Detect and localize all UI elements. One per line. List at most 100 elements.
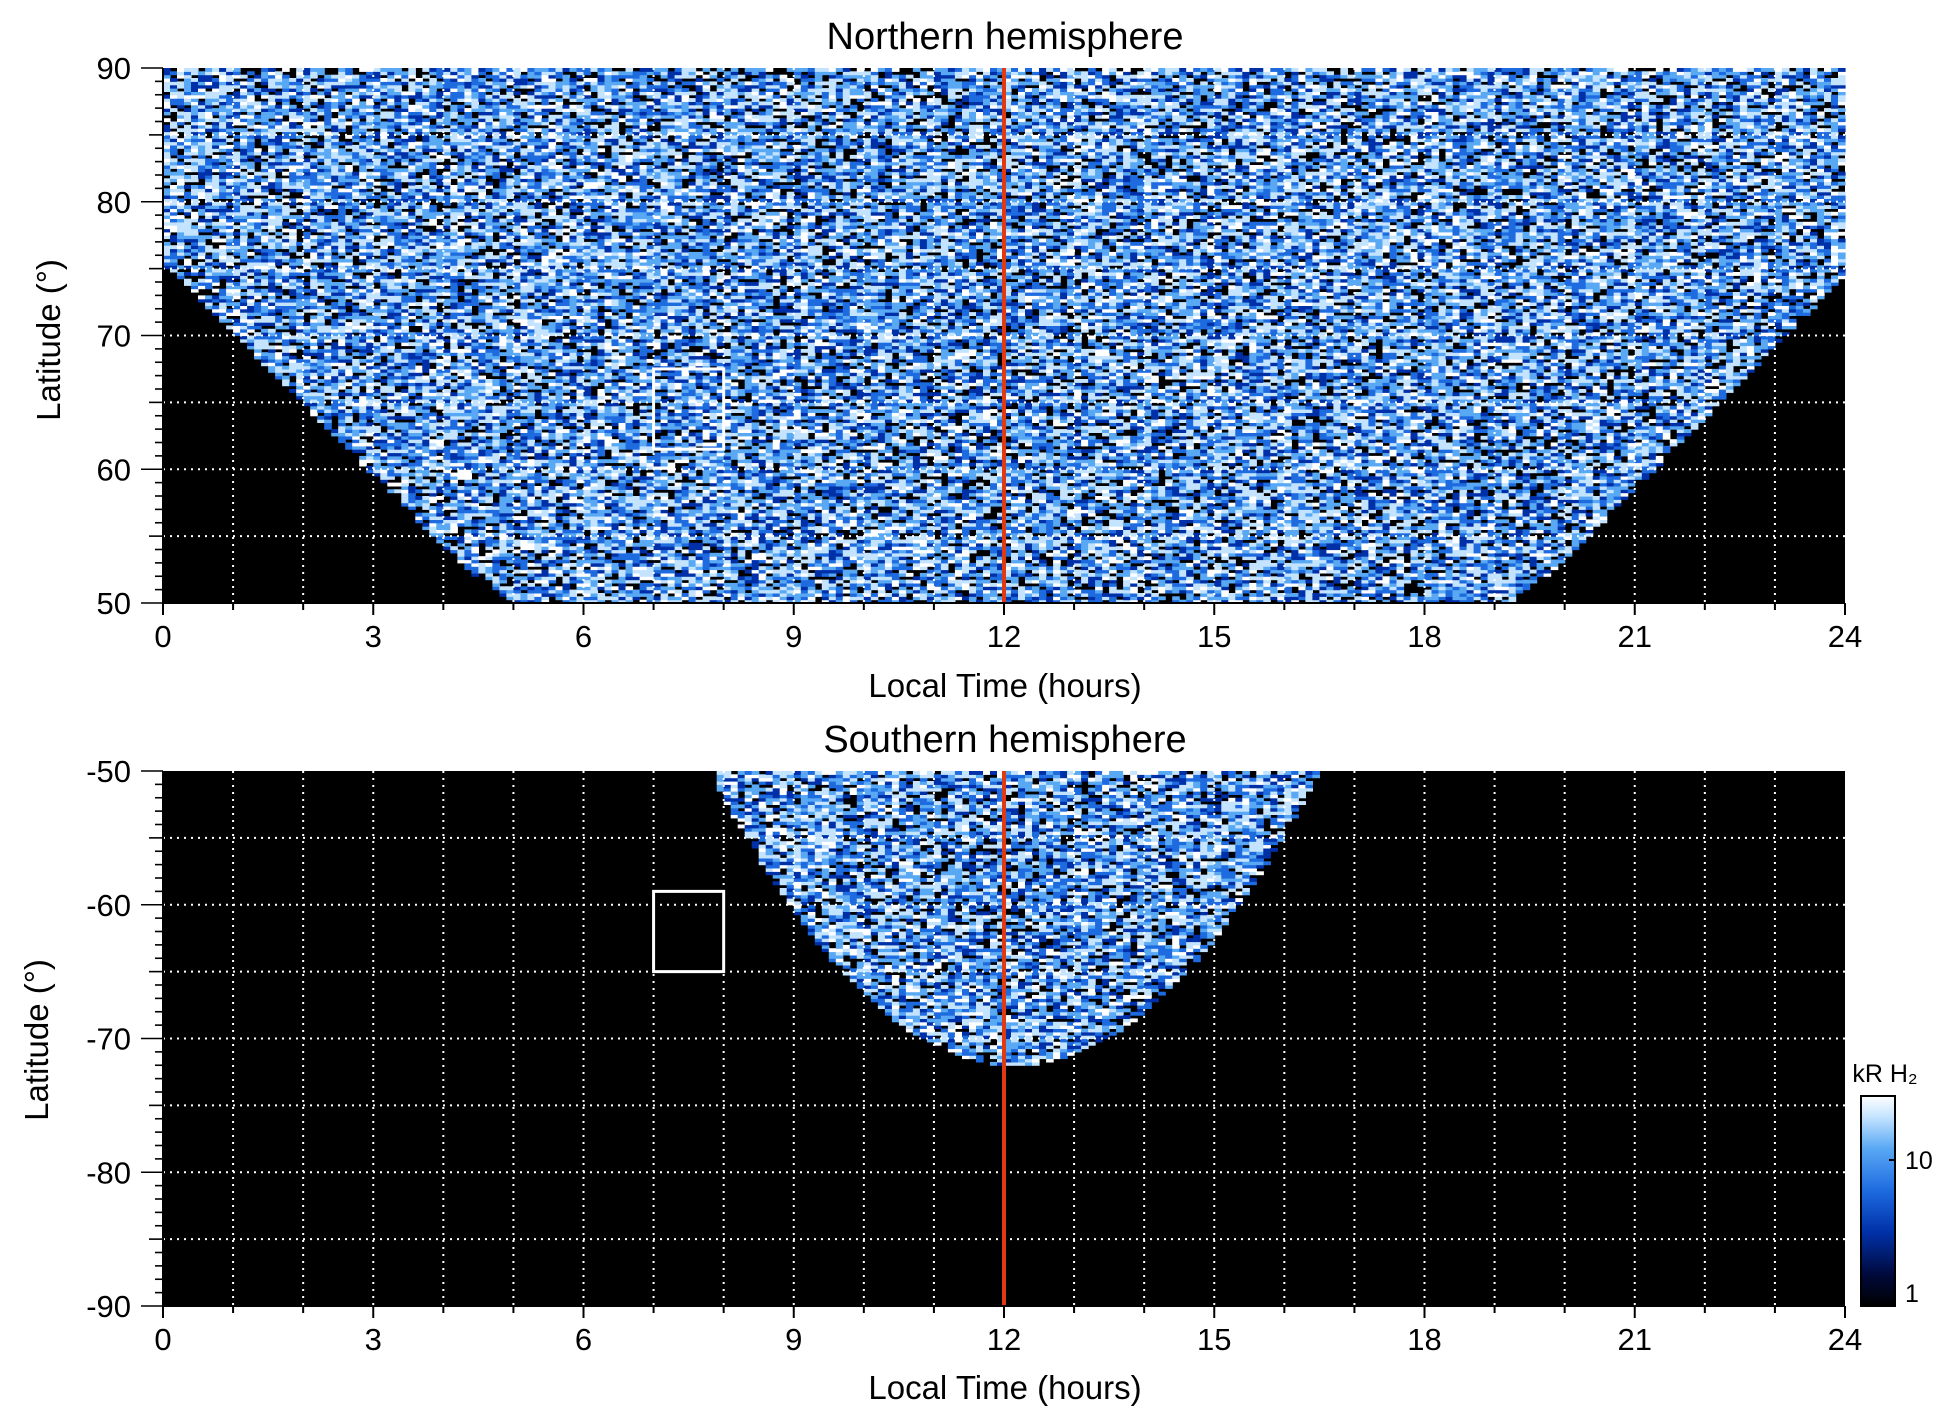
heatmap-cell — [191, 185, 199, 189]
heatmap-cell — [345, 112, 353, 116]
heatmap-cell — [261, 362, 269, 366]
heatmap-cell — [303, 188, 311, 192]
heatmap-cell — [345, 142, 353, 146]
heatmap-cell — [240, 302, 248, 306]
heatmap-cell — [478, 509, 486, 513]
heatmap-cell — [401, 379, 409, 383]
heatmap-cell — [443, 369, 451, 373]
heatmap-cell — [380, 289, 388, 293]
heatmap-cell — [212, 182, 220, 186]
heatmap-cell — [261, 356, 269, 360]
heatmap-cell — [338, 225, 346, 229]
heatmap-cell — [268, 302, 276, 306]
heatmap-cell — [499, 486, 507, 490]
heatmap-cell — [450, 242, 458, 246]
heatmap-cell — [373, 289, 381, 293]
heatmap-cell — [478, 463, 486, 467]
heatmap-cell — [499, 162, 507, 166]
heatmap-cell — [282, 349, 290, 353]
heatmap-cell — [464, 486, 472, 490]
heatmap-cell — [485, 439, 493, 443]
heatmap-cell — [345, 272, 353, 276]
heatmap-cell — [247, 252, 255, 256]
heatmap-cell — [492, 463, 500, 467]
heatmap-cell — [394, 456, 402, 460]
heatmap-cell — [506, 456, 514, 460]
heatmap-cell — [310, 235, 318, 239]
heatmap-cell — [387, 379, 395, 383]
heatmap-cell — [233, 75, 241, 79]
heatmap-cell — [408, 195, 416, 199]
heatmap-cell — [261, 275, 269, 279]
heatmap-cell — [443, 315, 451, 319]
heatmap-cell — [401, 433, 409, 437]
heatmap-cell — [352, 426, 360, 430]
heatmap-cell — [331, 349, 339, 353]
heatmap-cell — [471, 125, 479, 129]
heatmap-cell — [380, 105, 388, 109]
heatmap-cell — [352, 195, 360, 199]
heatmap-cell — [247, 118, 255, 122]
heatmap-cell — [373, 219, 381, 223]
heatmap-cell — [310, 182, 318, 186]
heatmap-cell — [289, 382, 297, 386]
heatmap-cell — [184, 205, 192, 209]
heatmap-cell — [464, 142, 472, 146]
heatmap-cell — [359, 172, 367, 176]
heatmap-cell — [268, 105, 276, 109]
heatmap-cell — [310, 75, 318, 79]
heatmap-cell — [198, 262, 206, 266]
heatmap-cell — [338, 379, 346, 383]
heatmap-cell — [471, 362, 479, 366]
heatmap-cell — [380, 362, 388, 366]
heatmap-cell — [485, 486, 493, 490]
heatmap-cell — [163, 235, 171, 239]
heatmap-cell — [338, 128, 346, 132]
heatmap-cell — [317, 362, 325, 366]
heatmap-cell — [373, 68, 381, 72]
heatmap-cell — [184, 68, 192, 72]
heatmap-cell — [492, 369, 500, 373]
heatmap-cell — [513, 486, 521, 490]
heatmap-cell — [478, 219, 486, 223]
heatmap-cell — [520, 593, 528, 597]
heatmap-cell — [198, 242, 206, 246]
heatmap-cell — [422, 155, 430, 159]
heatmap-cell — [471, 148, 479, 152]
heatmap-cell — [478, 326, 486, 330]
heatmap-cell — [198, 88, 206, 92]
heatmap-cell — [352, 295, 360, 299]
heatmap-cell — [450, 235, 458, 239]
heatmap-cell — [450, 75, 458, 79]
heatmap-cell — [317, 182, 325, 186]
heatmap-cell — [275, 352, 283, 356]
heatmap-cell — [478, 279, 486, 283]
heatmap-cell — [450, 473, 458, 477]
heatmap-cell — [485, 576, 493, 580]
heatmap-cell — [345, 105, 353, 109]
heatmap-cell — [331, 379, 339, 383]
heatmap-cell — [443, 75, 451, 79]
heatmap-cell — [401, 235, 409, 239]
heatmap-cell — [422, 362, 430, 366]
heatmap-cell — [170, 249, 178, 253]
heatmap-cell — [338, 309, 346, 313]
heatmap-cell — [310, 165, 318, 169]
heatmap-cell — [275, 128, 283, 132]
heatmap-cell — [296, 142, 304, 146]
heatmap-cell — [394, 142, 402, 146]
heatmap-cell — [401, 349, 409, 353]
heatmap-cell — [331, 409, 339, 413]
heatmap-cell — [387, 356, 395, 360]
heatmap-cell — [436, 225, 444, 229]
heatmap-cell — [303, 396, 311, 400]
heatmap-cell — [359, 85, 367, 89]
heatmap-cell — [359, 142, 367, 146]
heatmap-cell — [359, 396, 367, 400]
heatmap-cell — [471, 182, 479, 186]
heatmap-cell — [177, 272, 185, 276]
heatmap-cell — [513, 409, 521, 413]
heatmap-cell — [387, 88, 395, 92]
heatmap-cell — [408, 342, 416, 346]
heatmap-cell — [457, 162, 465, 166]
